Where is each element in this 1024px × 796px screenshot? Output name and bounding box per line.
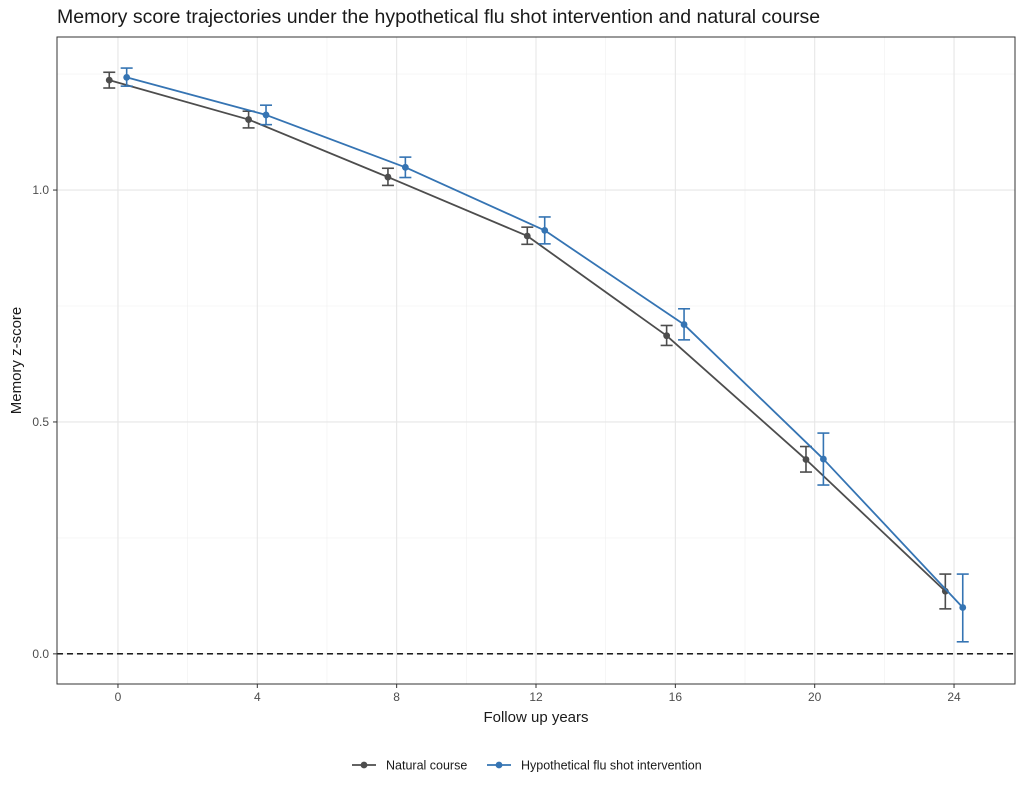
data-point xyxy=(680,321,688,328)
chart-title: Memory score trajectories under the hypo… xyxy=(57,6,820,28)
x-tick-label: 16 xyxy=(669,690,683,704)
axis-layer: 0 4 8 12 16 20 24 0.0 0.5 1.0 xyxy=(32,183,961,704)
series-layer xyxy=(103,67,969,643)
legend-label: Hypothetical flu shot intervention xyxy=(521,759,702,773)
data-point xyxy=(384,173,392,181)
data-point xyxy=(245,116,253,123)
x-tick-label: 0 xyxy=(115,690,122,704)
data-point xyxy=(663,332,671,340)
y-tick-label: 0.0 xyxy=(32,647,49,661)
series-group-1 xyxy=(120,67,969,643)
data-point xyxy=(820,455,827,463)
data-point xyxy=(959,604,967,611)
x-tick-label: 8 xyxy=(393,690,400,704)
grid-layer xyxy=(57,37,1015,684)
data-point xyxy=(523,232,531,240)
data-point xyxy=(802,456,810,463)
data-point xyxy=(401,163,409,171)
data-point xyxy=(105,76,113,84)
data-point xyxy=(262,111,270,119)
x-tick-label: 12 xyxy=(529,690,543,704)
x-axis-title: Follow up years xyxy=(483,709,588,726)
y-tick-label: 0.5 xyxy=(32,415,49,429)
series-group-0 xyxy=(103,71,952,610)
legend-label: Natural course xyxy=(386,759,467,773)
data-point xyxy=(541,227,549,234)
y-axis-title: Memory z-score xyxy=(8,307,25,415)
data-point xyxy=(123,73,131,81)
x-tick-label: 24 xyxy=(947,690,961,704)
x-tick-label: 20 xyxy=(808,690,822,704)
legend: Natural course Hypothetical flu shot inte… xyxy=(352,759,702,773)
y-tick-label: 1.0 xyxy=(32,183,49,197)
x-tick-label: 4 xyxy=(254,690,261,704)
legend-key-point xyxy=(360,761,368,769)
legend-key-point xyxy=(495,761,503,769)
